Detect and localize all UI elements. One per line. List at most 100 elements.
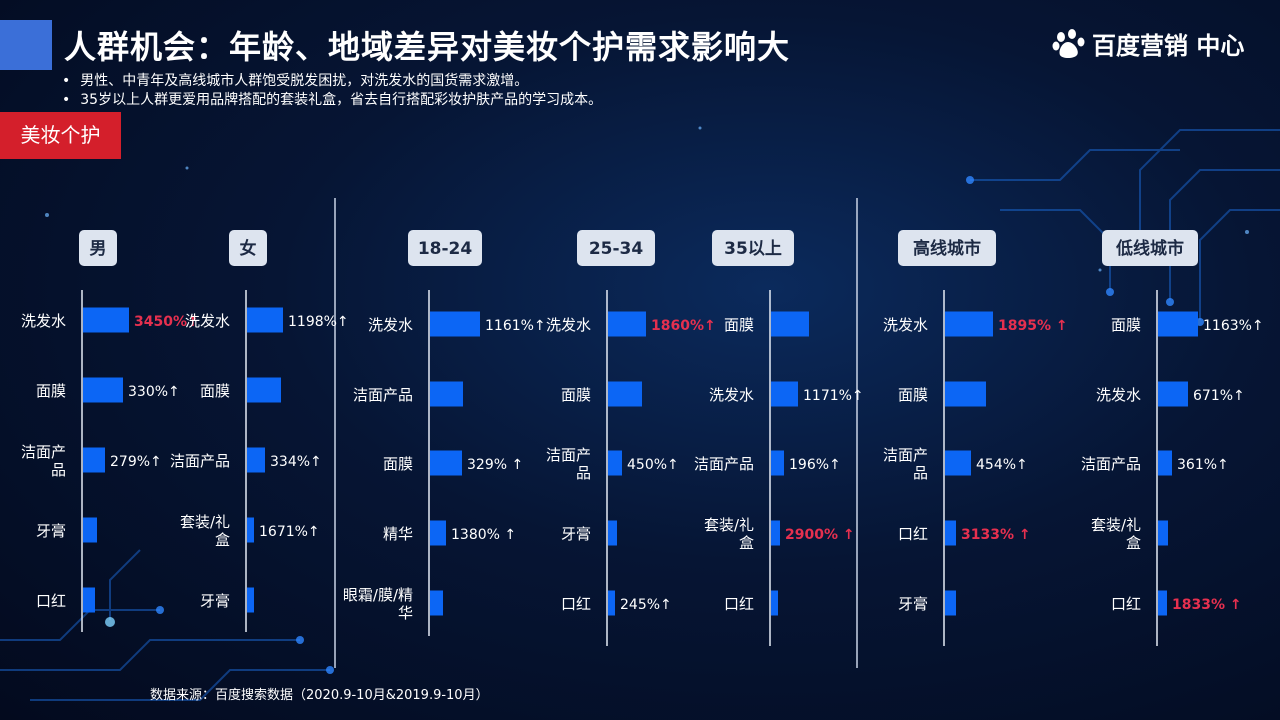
bar	[608, 450, 622, 476]
data-label: 3133% ↑	[961, 527, 1031, 543]
bar	[247, 307, 283, 333]
category-label: 洁面产品	[694, 455, 754, 473]
category-label: 洁面产品	[1081, 455, 1141, 473]
chart-title: 25-34	[589, 239, 644, 259]
category-label: 洗发水	[1096, 386, 1141, 404]
bar	[247, 587, 254, 613]
baidu-marketing-logo: 百度营销 中心	[1052, 26, 1244, 61]
bar	[771, 520, 780, 546]
category-label: 眼霜/膜/精华	[343, 586, 413, 622]
data-label: 1895% ↑	[998, 318, 1068, 334]
bar	[771, 311, 809, 337]
category-label: 洗发水	[185, 312, 230, 330]
data-label: 361%↑	[1177, 457, 1229, 473]
category-label: 洗发水	[709, 386, 754, 404]
data-label: 1671%↑	[259, 524, 320, 540]
data-label: 1860%↑	[651, 318, 716, 334]
chart-title-pill	[898, 230, 996, 266]
bar	[430, 311, 480, 337]
data-label: 1198%↑	[288, 314, 349, 330]
category-tag: 美妆个护	[0, 112, 121, 159]
data-label: 245%↑	[620, 597, 672, 613]
category-label: 洗发水	[21, 312, 66, 330]
bar	[608, 381, 642, 407]
category-label: 洁面产品	[546, 446, 591, 482]
bar	[83, 307, 129, 333]
bar	[945, 590, 956, 616]
data-label: 671%↑	[1193, 388, 1245, 404]
bar	[608, 311, 646, 337]
chart-title: 35以上	[724, 239, 782, 259]
data-label: 196%↑	[789, 457, 841, 473]
category-label: 面膜	[724, 316, 754, 334]
bar	[247, 447, 265, 473]
data-label: 1833% ↑	[1172, 597, 1242, 613]
bar	[608, 520, 617, 546]
bar	[83, 587, 95, 613]
category-label: 洁面产品	[353, 386, 413, 404]
chart-title-pill	[79, 230, 117, 266]
category-label: 面膜	[561, 386, 591, 404]
category-label: 套装/礼盒	[704, 516, 754, 552]
data-label: 1163%↑	[1203, 318, 1264, 334]
bar	[247, 517, 254, 543]
bar	[771, 590, 778, 616]
category-label: 牙膏	[200, 592, 230, 610]
bar	[1158, 381, 1188, 407]
bullet-item: 35岁以上人群更爱用品牌搭配的套装礼盒，省去自行搭配彩妆护肤产品的学习成本。	[62, 91, 602, 110]
category-label: 洗发水	[883, 316, 928, 334]
chart-title: 女	[240, 238, 257, 259]
bar	[430, 381, 463, 407]
logo-text: 百度营销 中心	[1092, 32, 1245, 60]
paw-icon	[1052, 28, 1085, 58]
data-label: 279%↑	[110, 454, 162, 470]
bar	[771, 450, 784, 476]
data-label: 2900% ↑	[785, 527, 855, 543]
data-label: 329% ↑	[467, 457, 523, 473]
chart-title-pill	[229, 230, 267, 266]
bar	[945, 311, 993, 337]
bar	[771, 381, 798, 407]
bar	[247, 377, 281, 403]
category-label: 口红	[1111, 595, 1141, 613]
data-label: 454%↑	[976, 457, 1028, 473]
category-label: 面膜	[36, 382, 66, 400]
bar	[83, 447, 105, 473]
category-label: 牙膏	[898, 595, 928, 613]
insight-bullets: 男性、中青年及高线城市人群饱受脱发困扰，对洗发水的国货需求激增。 35岁以上人群…	[62, 72, 602, 110]
category-label: 洁面产品	[21, 443, 66, 479]
bar	[83, 377, 123, 403]
category-label: 面膜	[898, 386, 928, 404]
category-label: 口红	[561, 595, 591, 613]
bullet-item: 男性、中青年及高线城市人群饱受脱发困扰，对洗发水的国货需求激增。	[62, 72, 602, 91]
bar	[945, 520, 956, 546]
category-label: 牙膏	[36, 522, 66, 540]
bar	[1158, 520, 1168, 546]
data-label: 1171%↑	[803, 388, 864, 404]
title-accent-square	[0, 20, 52, 70]
bar	[945, 450, 971, 476]
bar	[83, 517, 97, 543]
bar	[430, 450, 462, 476]
chart-title-pill	[408, 230, 482, 266]
category-label: 洁面产品	[883, 446, 928, 482]
category-label: 面膜	[1111, 316, 1141, 334]
chart-title: 男	[90, 239, 107, 259]
chart-title-pill	[1102, 230, 1198, 266]
bar	[1158, 311, 1198, 337]
category-label: 口红	[898, 525, 928, 543]
bar	[430, 520, 446, 546]
bar	[1158, 590, 1167, 616]
category-label: 牙膏	[561, 525, 591, 543]
bar	[945, 381, 986, 407]
chart-title: 低线城市	[1115, 238, 1184, 259]
category-label: 面膜	[200, 382, 230, 400]
category-label: 洗发水	[546, 316, 591, 334]
bar	[1158, 450, 1172, 476]
data-label: 450%↑	[627, 457, 679, 473]
page-title: 人群机会：年龄、地域差异对美妆个护需求影响大	[64, 28, 791, 66]
chart-title: 高线城市	[913, 238, 981, 259]
data-label: 1161%↑	[485, 318, 546, 334]
